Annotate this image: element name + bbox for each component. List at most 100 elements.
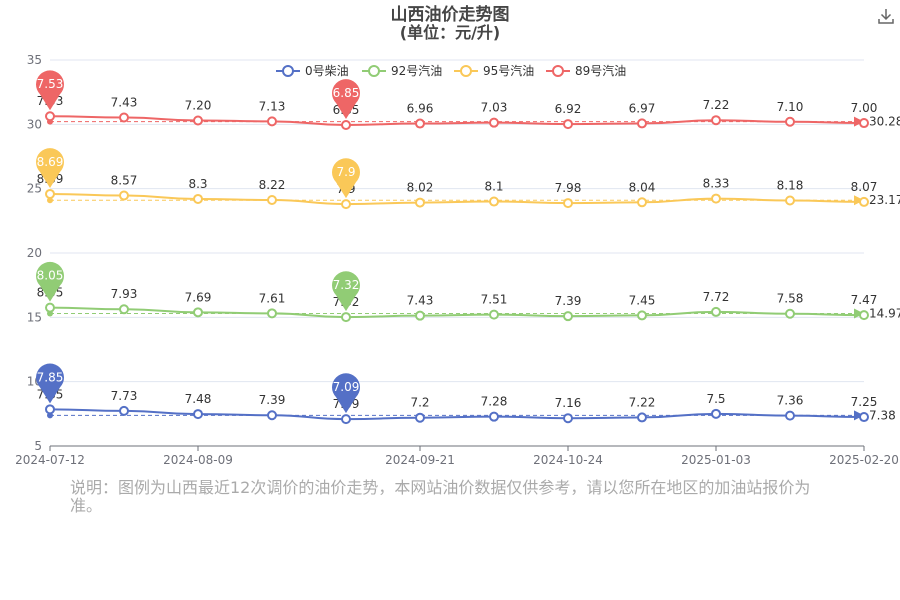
data-point bbox=[563, 119, 573, 130]
data-point bbox=[267, 410, 277, 421]
min-pin-label: 7.9 bbox=[336, 165, 355, 179]
data-label: 7.10 bbox=[777, 100, 804, 114]
data-point bbox=[859, 118, 869, 129]
chart-subtitle: (单位：元/升) bbox=[400, 23, 500, 42]
data-point bbox=[489, 117, 499, 128]
data-point bbox=[489, 196, 499, 207]
x-tick-label: 2025-02-20 bbox=[829, 453, 899, 467]
data-point bbox=[267, 308, 277, 319]
data-point bbox=[859, 310, 869, 321]
data-label: 7.22 bbox=[703, 98, 730, 112]
data-label: 7.5 bbox=[706, 392, 725, 406]
series-line bbox=[49, 408, 865, 421]
legend-label: 95号汽油 bbox=[483, 63, 534, 78]
x-tick-label: 2025-01-03 bbox=[681, 453, 751, 467]
data-label: 7.25 bbox=[851, 395, 878, 409]
data-point bbox=[119, 190, 129, 201]
data-point bbox=[711, 306, 721, 317]
y-tick-label: 30 bbox=[27, 117, 42, 131]
data-point bbox=[785, 116, 795, 127]
y-tick-label: 15 bbox=[27, 310, 42, 324]
data-point bbox=[637, 118, 647, 129]
data-point bbox=[119, 405, 129, 416]
data-point bbox=[119, 304, 129, 315]
data-point bbox=[563, 413, 573, 424]
data-label: 7.43 bbox=[111, 96, 138, 110]
max-pin bbox=[36, 148, 65, 188]
legend-item[interactable]: 89号汽油 bbox=[546, 63, 626, 78]
data-point bbox=[489, 309, 499, 320]
data-point bbox=[859, 196, 869, 207]
data-point bbox=[341, 414, 351, 425]
data-point bbox=[193, 409, 203, 420]
data-label: 6.92 bbox=[555, 102, 582, 116]
average-label: 7.38 bbox=[869, 408, 896, 422]
data-label: 7.20 bbox=[185, 98, 212, 112]
data-label: 7.28 bbox=[481, 395, 508, 409]
data-point bbox=[859, 412, 869, 423]
data-label: 7.03 bbox=[481, 101, 508, 115]
data-label: 7.98 bbox=[555, 181, 582, 195]
max-pin-label: 7.53 bbox=[37, 77, 64, 91]
data-point bbox=[341, 119, 351, 130]
legend-label: 92号汽油 bbox=[391, 63, 442, 78]
data-label: 7.69 bbox=[185, 290, 212, 304]
data-label: 7.61 bbox=[259, 291, 286, 305]
legend-item[interactable]: 92号汽油 bbox=[362, 63, 442, 78]
data-point bbox=[267, 116, 277, 127]
data-label: 7.13 bbox=[259, 99, 286, 113]
data-label: 7.43 bbox=[407, 294, 434, 308]
legend-marker bbox=[282, 65, 294, 77]
data-point bbox=[711, 408, 721, 419]
y-tick-label: 25 bbox=[27, 182, 42, 196]
legend-marker bbox=[460, 65, 472, 77]
data-point bbox=[193, 307, 203, 318]
max-pin-label: 8.05 bbox=[37, 269, 64, 283]
legend-item[interactable]: 0号柴油 bbox=[276, 64, 349, 78]
y-tick-label: 35 bbox=[27, 53, 42, 67]
data-point bbox=[341, 312, 351, 323]
data-label: 7.45 bbox=[629, 293, 656, 307]
legend-label: 89号汽油 bbox=[575, 63, 626, 78]
average-start-dot bbox=[47, 197, 53, 204]
chart-title: 山西油价走势图 bbox=[391, 4, 510, 25]
data-label: 6.97 bbox=[629, 101, 656, 115]
data-label: 7.16 bbox=[555, 396, 582, 410]
max-pin bbox=[36, 70, 65, 111]
data-label: 7.39 bbox=[555, 294, 582, 308]
min-pin bbox=[332, 158, 361, 199]
data-point bbox=[415, 412, 425, 423]
data-point bbox=[193, 115, 203, 126]
min-pin bbox=[332, 271, 361, 312]
data-label: 8.04 bbox=[629, 180, 656, 194]
chart-note: 说明：图例为山西最近12次调价的油价走势，本网站油价数据仅供参考，请以您所在地区… bbox=[70, 478, 811, 515]
legend-label: 0号柴油 bbox=[305, 64, 349, 78]
data-label: 7.73 bbox=[111, 389, 138, 403]
data-point bbox=[711, 115, 721, 126]
download-icon[interactable] bbox=[876, 6, 896, 26]
x-tick-label: 2024-10-24 bbox=[533, 453, 603, 467]
average-label: 30.28 bbox=[869, 115, 900, 129]
legend-marker bbox=[368, 65, 380, 77]
data-point bbox=[637, 310, 647, 321]
data-point bbox=[415, 197, 425, 208]
legend-item[interactable]: 95号汽油 bbox=[454, 63, 534, 78]
data-label: 7.2 bbox=[410, 396, 429, 410]
legend-marker bbox=[552, 65, 564, 77]
series-line bbox=[49, 306, 865, 319]
average-label: 23.17 bbox=[869, 193, 900, 207]
data-label: 7.00 bbox=[851, 101, 878, 115]
min-pin-label: 7.09 bbox=[333, 380, 360, 394]
data-point bbox=[563, 198, 573, 209]
data-label: 8.3 bbox=[188, 177, 207, 191]
data-label: 7.72 bbox=[703, 290, 730, 304]
average-arrow bbox=[854, 116, 864, 127]
series-line bbox=[49, 192, 865, 206]
series-line bbox=[49, 115, 865, 126]
data-point bbox=[341, 199, 351, 210]
data-label: 7.39 bbox=[259, 393, 286, 407]
data-label: 6.96 bbox=[407, 102, 434, 116]
data-point bbox=[193, 193, 203, 204]
data-label: 8.57 bbox=[111, 173, 138, 187]
